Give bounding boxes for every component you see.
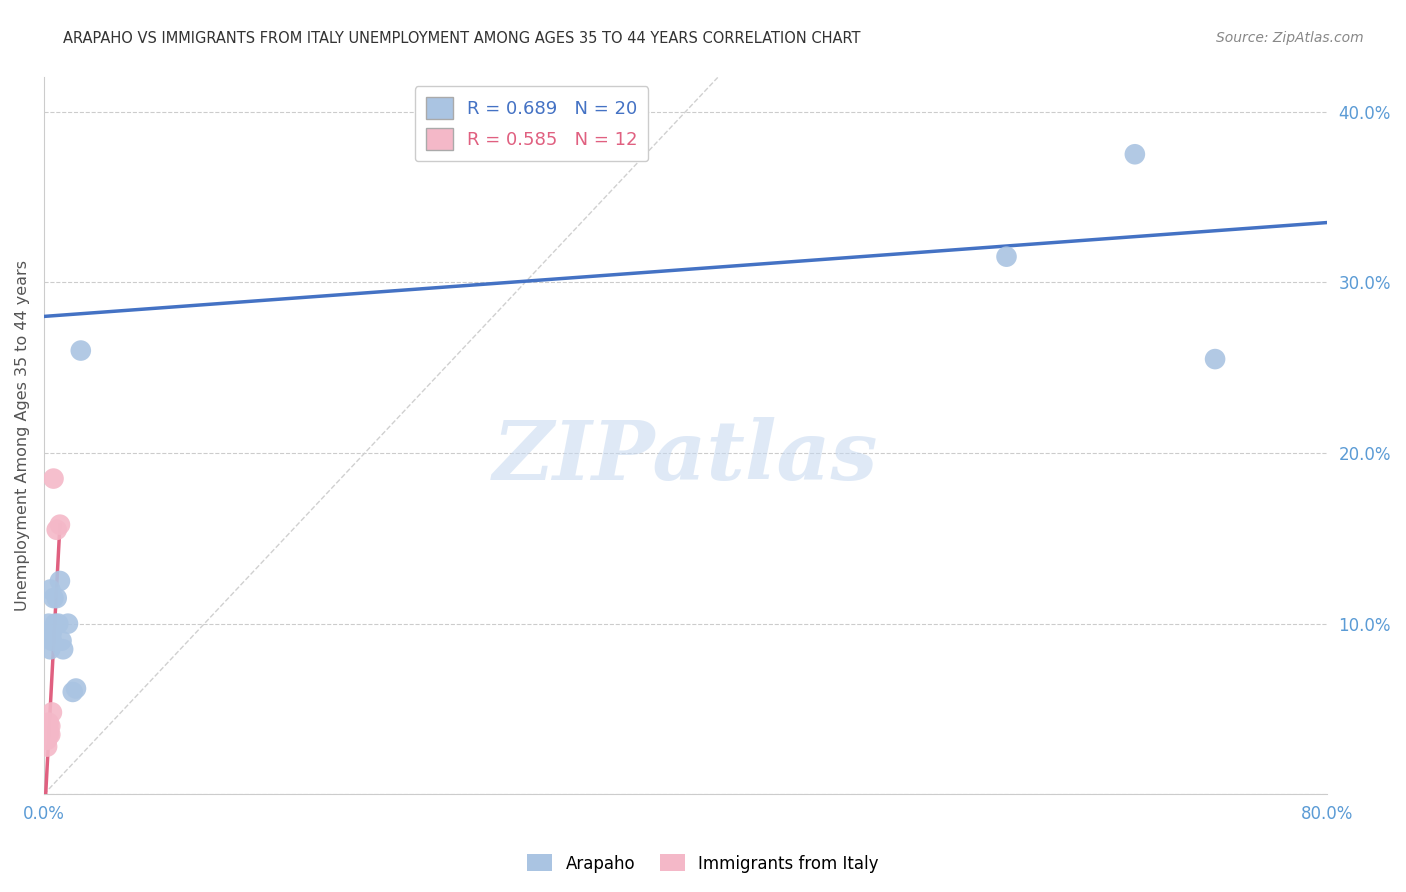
Point	[39, 719, 62, 733]
Point	[65, 681, 87, 696]
Point	[41, 633, 63, 648]
Point	[34, 728, 56, 742]
Point	[62, 685, 84, 699]
Point	[56, 616, 79, 631]
Point	[1204, 352, 1226, 367]
Point	[45, 523, 67, 537]
Point	[41, 625, 63, 640]
Point	[69, 343, 91, 358]
Point	[38, 715, 60, 730]
Point	[39, 582, 62, 597]
Point	[46, 616, 69, 631]
Y-axis label: Unemployment Among Ages 35 to 44 years: Unemployment Among Ages 35 to 44 years	[15, 260, 30, 611]
Point	[39, 728, 62, 742]
Point	[49, 574, 72, 588]
Legend: R = 0.689   N = 20, R = 0.585   N = 12: R = 0.689 N = 20, R = 0.585 N = 12	[415, 87, 648, 161]
Point	[35, 625, 58, 640]
Point	[41, 706, 63, 720]
Text: ARAPAHO VS IMMIGRANTS FROM ITALY UNEMPLOYMENT AMONG AGES 35 TO 44 YEARS CORRELAT: ARAPAHO VS IMMIGRANTS FROM ITALY UNEMPLO…	[63, 31, 860, 46]
Point	[38, 728, 60, 742]
Point	[35, 739, 58, 754]
Text: Source: ZipAtlas.com: Source: ZipAtlas.com	[1216, 31, 1364, 45]
Point	[39, 642, 62, 657]
Point	[35, 732, 58, 747]
Point	[1123, 147, 1146, 161]
Point	[51, 633, 73, 648]
Point	[38, 616, 60, 631]
Point	[45, 591, 67, 605]
Text: ZIPatlas: ZIPatlas	[494, 417, 879, 498]
Legend: Arapaho, Immigrants from Italy: Arapaho, Immigrants from Italy	[520, 847, 886, 880]
Point	[42, 472, 65, 486]
Point	[52, 642, 75, 657]
Point	[49, 517, 72, 532]
Point	[38, 723, 60, 737]
Point	[42, 591, 65, 605]
Point	[44, 616, 66, 631]
Point	[995, 250, 1018, 264]
